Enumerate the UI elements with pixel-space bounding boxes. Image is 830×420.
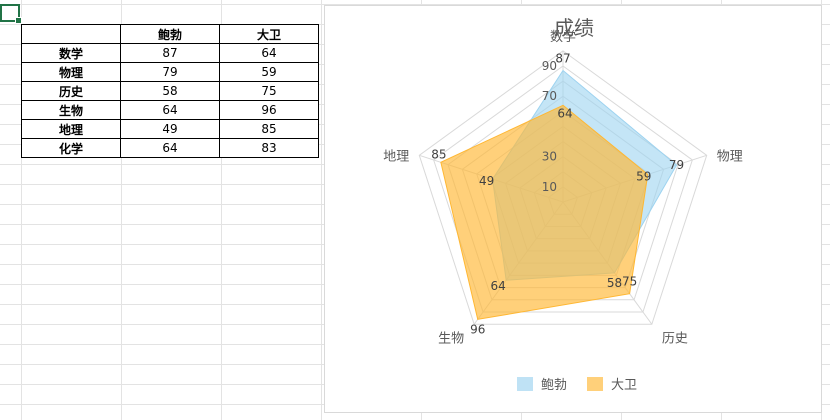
david-score-cell[interactable]: 75	[219, 81, 319, 101]
radar-axis-label: 物理	[717, 149, 743, 164]
radar-series	[440, 69, 678, 320]
active-cell-selector[interactable]	[0, 4, 22, 24]
subject-cell[interactable]: 历史	[21, 81, 121, 101]
legend-label[interactable]: 鲍勃	[541, 378, 567, 393]
subject-cell[interactable]: 化学	[21, 138, 121, 158]
radar-data-label: 75	[622, 275, 637, 289]
subject-cell[interactable]: 生物	[21, 100, 121, 120]
radar-data-label: 59	[636, 169, 651, 183]
radar-data-label: 85	[431, 147, 446, 161]
radar-data-label: 58	[607, 276, 622, 290]
radar-tick-label: 30	[542, 150, 557, 164]
table-header-row: 鲍勃 大卫	[21, 24, 319, 44]
radar-data-label: 49	[479, 174, 494, 188]
bob-score-cell[interactable]: 58	[120, 81, 220, 101]
bob-score-cell[interactable]: 79	[120, 62, 220, 82]
table-row: 物理 79 59	[21, 62, 319, 82]
radar-axis-label: 历史	[662, 331, 688, 346]
header-cell-bob[interactable]: 鲍勃	[120, 24, 220, 44]
subject-cell[interactable]: 地理	[21, 119, 121, 139]
david-score-cell[interactable]: 85	[219, 119, 319, 139]
bob-score-cell[interactable]: 87	[120, 43, 220, 63]
bob-score-cell[interactable]: 64	[120, 138, 220, 158]
header-cell-david[interactable]: 大卫	[219, 24, 319, 44]
legend-swatch[interactable]	[587, 377, 603, 391]
scores-table: 鲍勃 大卫 数学 87 64 物理 79 59 历史 58 75 生物 64 9…	[21, 24, 319, 158]
header-cell-blank[interactable]	[21, 24, 121, 44]
radar-data-label: 87	[555, 52, 570, 66]
subject-cell[interactable]: 物理	[21, 62, 121, 82]
table-row: 化学 64 83	[21, 138, 319, 158]
radar-chart-container[interactable]: 成绩 10 30 70 90 87 79 58 64 49 64 59 75 96 85 数学物理历史 生…	[324, 5, 822, 413]
radar-data-labels: 87 79 58 64 49 64 59 75 96 85	[431, 52, 684, 337]
radar-grid-ring	[418, 50, 708, 325]
subject-cell[interactable]: 数学	[21, 43, 121, 63]
bob-score-cell[interactable]: 64	[120, 100, 220, 120]
legend-label[interactable]: 大卫	[611, 378, 637, 393]
table-row: 地理 49 85	[21, 119, 319, 139]
radar-data-label: 64	[557, 106, 572, 120]
radar-axis-label: 生物	[438, 331, 464, 346]
radar-data-label: 79	[669, 158, 684, 172]
legend-swatch[interactable]	[517, 377, 533, 391]
david-score-cell[interactable]: 83	[219, 138, 319, 158]
radar-data-label: 64	[491, 279, 506, 293]
david-score-cell[interactable]: 96	[219, 100, 319, 120]
table-row: 生物 64 96	[21, 100, 319, 120]
table-row: 数学 87 64	[21, 43, 319, 63]
table-row: 历史 58 75	[21, 81, 319, 101]
david-score-cell[interactable]: 64	[219, 43, 319, 63]
radar-axis-label: 数学	[550, 29, 576, 45]
radar-tick-label: 90	[542, 59, 557, 73]
radar-ticks: 10 30 70 90	[542, 59, 557, 194]
chart-title[interactable]: 成绩	[554, 16, 594, 40]
radar-tick-label: 70	[542, 89, 557, 103]
radar-series-polygon[interactable]	[440, 104, 649, 320]
david-score-cell[interactable]: 59	[219, 62, 319, 82]
radar-data-label: 96	[470, 322, 485, 336]
bob-score-cell[interactable]: 49	[120, 119, 220, 139]
radar-tick-label: 10	[542, 180, 557, 194]
radar-grid-ring	[433, 65, 693, 313]
radar-axis-label: 地理	[383, 149, 409, 164]
chart-legend[interactable]: 鲍勃 大卫	[517, 377, 637, 393]
